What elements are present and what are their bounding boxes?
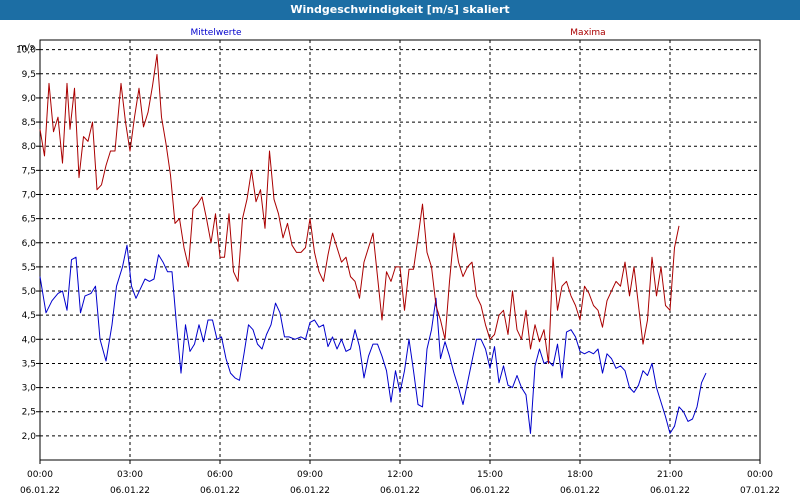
x-tick-time-label: 12:00 xyxy=(387,470,413,480)
x-axis-ticks: 00:00 06.01.22 03:00 06.01.22 06:00 06.01.22 0… xyxy=(20,460,780,496)
x-tick-date-label: 06.01.22 xyxy=(20,486,60,496)
y-tick-label: 5,0 xyxy=(22,287,37,297)
y-tick-label: 8,5 xyxy=(22,118,36,128)
y-tick-label: 8,0 xyxy=(22,142,37,152)
y-tick-label: 2,0 xyxy=(22,432,37,442)
x-tick-time-label: 15:00 xyxy=(477,470,503,480)
x-tick-time-label: 18:00 xyxy=(567,470,593,480)
y-tick-label: 6,5 xyxy=(22,215,36,225)
legend-mittelwerte: Mittelwerte xyxy=(190,28,241,38)
x-tick-date-label: 06.01.22 xyxy=(470,486,510,496)
x-tick-date-label: 06.01.22 xyxy=(560,486,600,496)
x-tick-date-label: 06.01.22 xyxy=(380,486,420,496)
x-tick-date-label: 07.01.22 xyxy=(740,486,780,496)
chart-title: Windgeschwindigkeit [m/s] skaliert xyxy=(0,0,800,20)
y-tick-label: 6,0 xyxy=(22,239,37,249)
y-axis-unit-label: m/s xyxy=(18,43,35,53)
legend-maxima: Maxima xyxy=(570,28,605,38)
grid-lines xyxy=(40,40,760,460)
x-tick-time-label: 00:00 xyxy=(27,470,53,480)
y-tick-label: 7,0 xyxy=(22,190,37,200)
x-tick-date-label: 06.01.22 xyxy=(110,486,150,496)
x-tick-time-label: 21:00 xyxy=(657,470,683,480)
y-tick-label: 9,0 xyxy=(22,94,37,104)
y-tick-label: 7,5 xyxy=(22,166,36,176)
x-tick-time-label: 09:00 xyxy=(297,470,323,480)
x-tick-time-label: 03:00 xyxy=(117,470,143,480)
y-tick-label: 4,5 xyxy=(22,311,36,321)
y-tick-label: 2,5 xyxy=(22,408,36,418)
y-tick-label: 3,5 xyxy=(22,359,36,369)
y-tick-label: 3,0 xyxy=(22,384,37,394)
wind-speed-chart: m/s Mittelwerte Maxima 2,0 2,5 3,0 3,5 4,0 4,… xyxy=(16,28,780,496)
series-line-mittelwerte xyxy=(39,244,707,434)
y-tick-label: 10,0 xyxy=(16,46,36,56)
series-lines xyxy=(39,54,707,434)
y-axis-ticks: 2,0 2,5 3,0 3,5 4,0 4,5 5,0 5,5 6,0 6,5 7,0 7,5 8,0 8… xyxy=(16,46,40,442)
x-tick-time-label: 06:00 xyxy=(207,470,233,480)
x-tick-date-label: 06.01.22 xyxy=(650,486,690,496)
series-line-maxima xyxy=(39,54,680,364)
y-tick-label: 9,5 xyxy=(22,70,36,80)
x-tick-date-label: 06.01.22 xyxy=(200,486,240,496)
y-tick-label: 5,5 xyxy=(22,263,36,273)
x-tick-date-label: 06.01.22 xyxy=(290,486,330,496)
y-tick-label: 4,0 xyxy=(22,335,37,345)
x-tick-time-label: 00:00 xyxy=(747,470,773,480)
